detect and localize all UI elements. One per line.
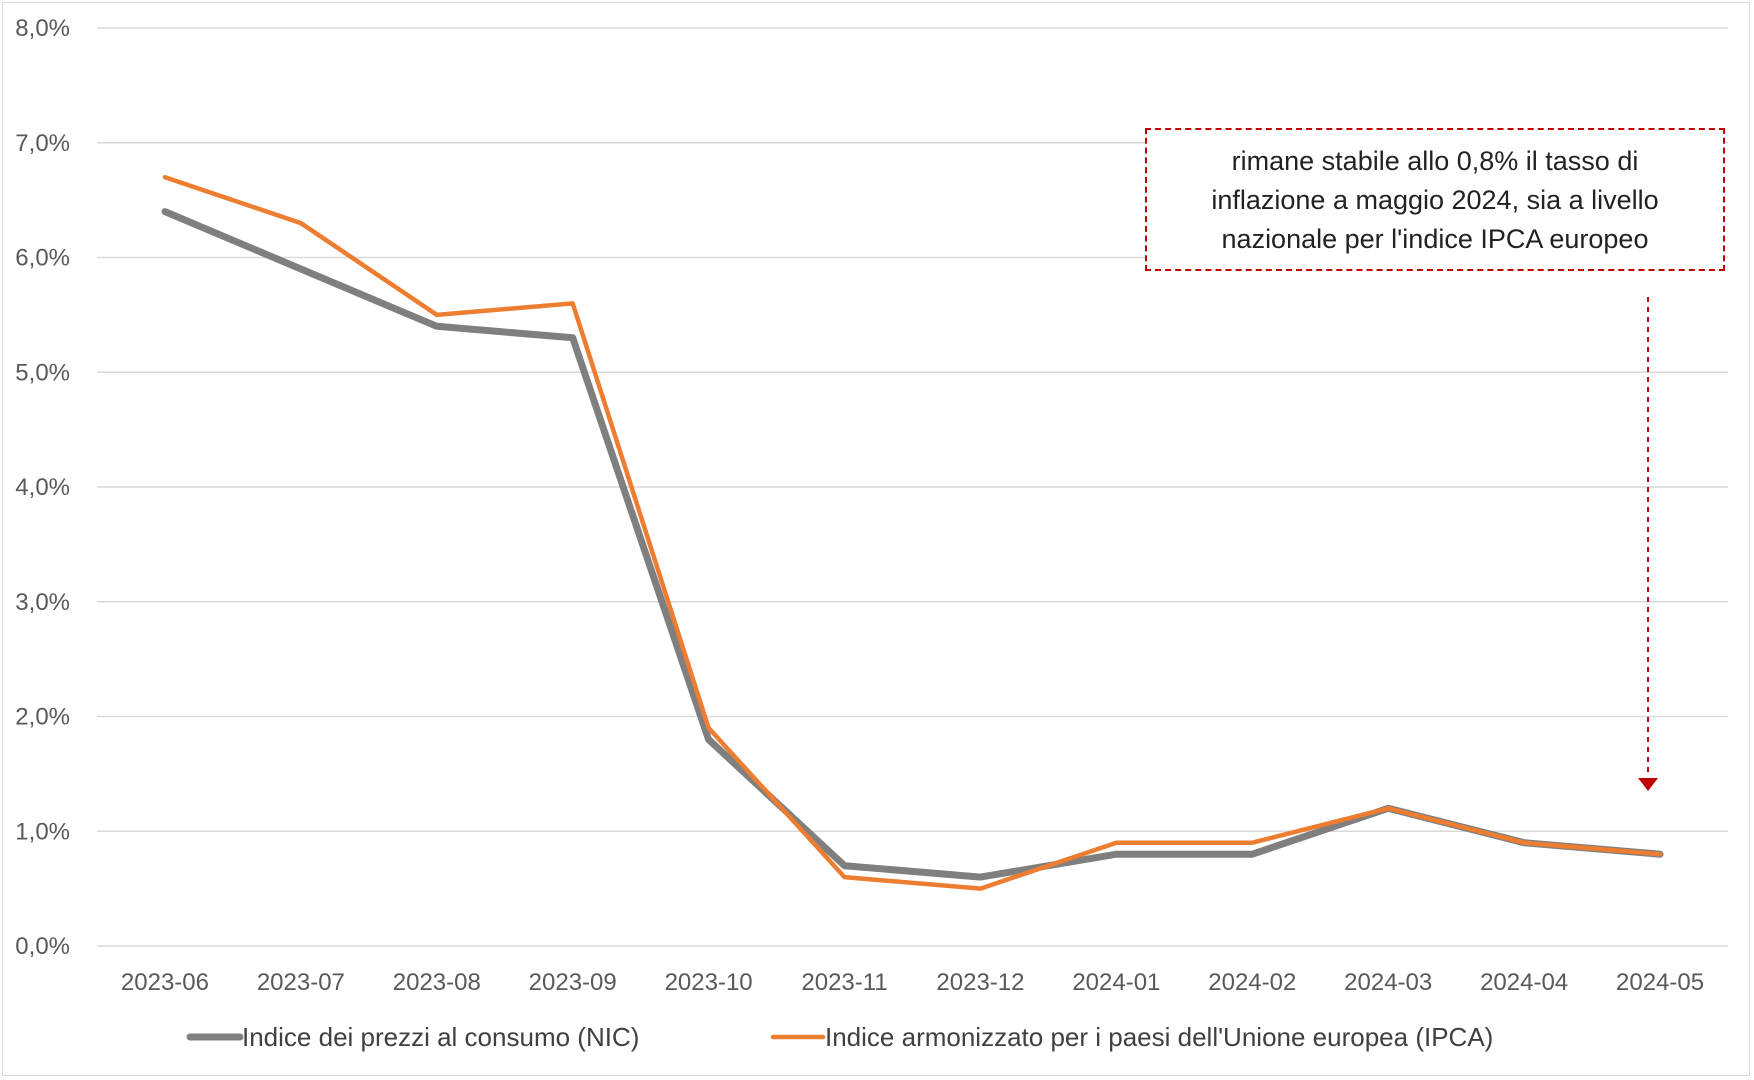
series-line-nic [161,208,1664,881]
y-tick-label: 6,0% [15,245,70,272]
x-tick-label: 2024-02 [1208,969,1296,996]
annotation-box: rimane stabile allo 0,8% il tasso di inf… [1145,128,1725,271]
x-tick-label: 2023-06 [121,969,209,996]
y-tick-label: 4,0% [15,474,70,501]
x-tick-label: 2024-03 [1344,969,1432,996]
x-tick-label: 2023-09 [529,969,617,996]
y-tick-label: 5,0% [15,359,70,386]
series-lines [161,174,1664,891]
x-tick-label: 2023-07 [257,969,345,996]
annotation-line-1: rimane stabile allo 0,8% il tasso di [1231,146,1639,176]
x-tick-label: 2023-12 [936,969,1024,996]
x-tick-label: 2023-11 [801,969,887,996]
annotation-line-2: inflazione a maggio 2024, sia a livello [1211,185,1659,215]
x-tick-label: 2023-10 [665,969,753,996]
y-tick-label: 1,0% [15,818,70,845]
legend: Indice dei prezzi al consumo (NIC) Indice… [186,1022,1493,1052]
y-tick-label: 8,0% [15,15,70,42]
annotation-arrow [1638,297,1659,791]
arrow-head-icon [1638,778,1659,791]
series-line-ipca [162,174,1663,891]
x-tick-label: 2023-08 [393,969,481,996]
y-tick-label: 7,0% [15,130,70,157]
x-tick-label: 2024-05 [1616,969,1704,996]
y-tick-label: 2,0% [15,704,70,731]
annotation-line-3: nazionale per l'indice IPCA europeo [1221,224,1649,254]
y-tick-label: 3,0% [15,589,70,616]
y-tick-label: 0,0% [15,933,70,960]
legend-label: Indice dei prezzi al consumo (NIC) [242,1022,639,1052]
legend-label: Indice armonizzato per i paesi dell'Unio… [825,1022,1493,1052]
x-tick-label: 2024-04 [1480,969,1568,996]
y-axis-ticks: 0,0% 1,0% 2,0% 3,0% 4,0% 5,0% 6,0% 7,0% 8,0% [15,15,70,960]
x-axis-ticks: 2023-06 2023-07 2023-08 2023-09 2023-10 2023-… [121,969,1704,996]
x-tick-label: 2024-01 [1072,969,1160,996]
